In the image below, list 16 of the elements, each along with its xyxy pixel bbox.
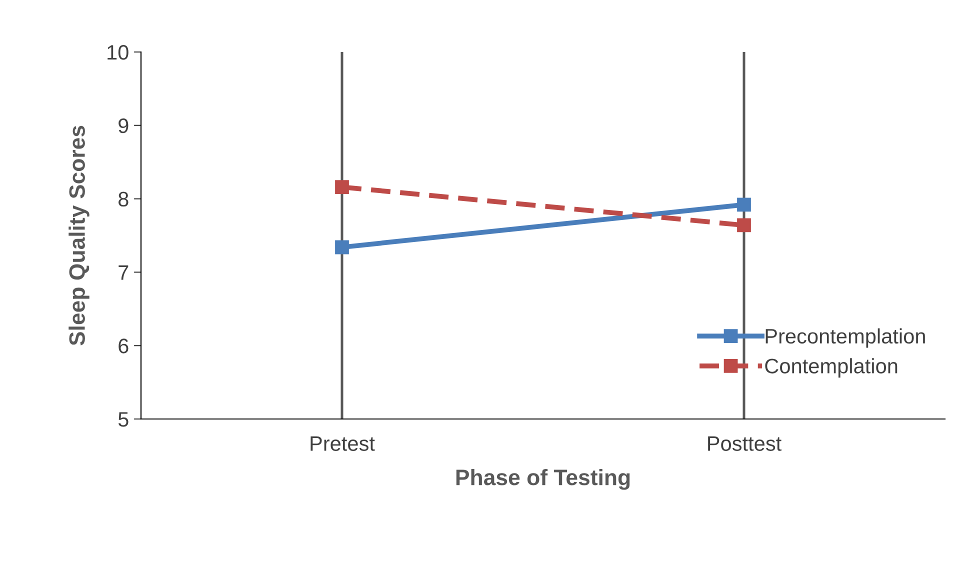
- legend-label: Precontemplation: [766, 328, 925, 348]
- x-tick-label: Posttest: [708, 436, 782, 451]
- y-tick-label: 10: [108, 45, 128, 60]
- x-axis-title: Phase of Testing: [456, 468, 630, 490]
- legend-label: Contemplation: [765, 358, 898, 378]
- point: [737, 198, 751, 212]
- y-tick-label: 9: [118, 118, 128, 134]
- point: [335, 180, 349, 194]
- y-tick-label: 8: [118, 192, 128, 207]
- point: [737, 218, 751, 232]
- x-tick-label: Pretest: [310, 436, 375, 451]
- y-tick-label: 6: [118, 338, 128, 354]
- point: [335, 240, 349, 254]
- y-tick-label: 7: [118, 265, 128, 280]
- y-tick-label: 5: [118, 412, 128, 427]
- y-axis-title: Sleep Quality Scores: [68, 126, 90, 346]
